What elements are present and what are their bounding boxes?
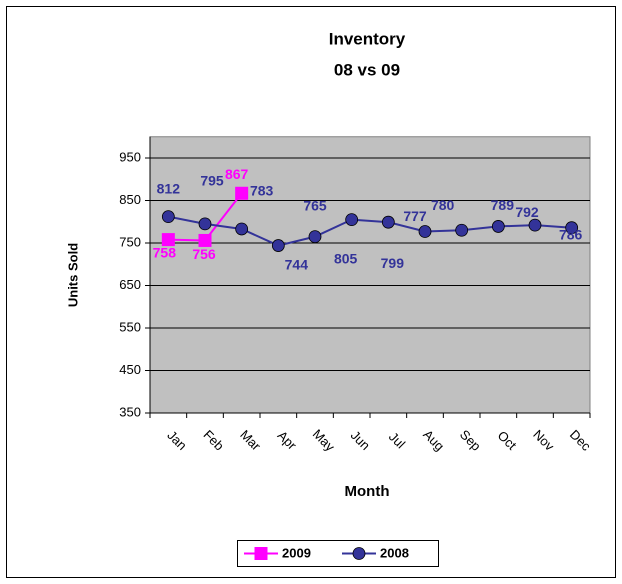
y-tick-label: 450 [119,362,141,377]
data-label: 758 [153,244,177,260]
y-axis-label: Units Sold [65,243,80,307]
point [271,239,285,252]
chart-title: Inventory [329,29,406,48]
y-tick-label: 750 [119,234,141,249]
point [565,221,579,235]
data-label: 867 [225,166,249,182]
point [198,217,212,231]
data-label: 756 [192,246,216,262]
point [161,233,175,247]
x-axis-label: Month [345,483,390,500]
point [455,223,469,237]
chart-subtitle: 08 vs 09 [334,60,400,79]
y-tick-label: 650 [119,277,141,292]
data-label: 786 [559,226,583,242]
y-tick-label: 950 [119,149,141,164]
point [381,215,395,229]
y-tick-label: 350 [119,404,141,419]
data-label: 783 [250,183,274,199]
point [161,210,175,224]
data-label: 805 [334,250,358,266]
point [528,218,542,232]
point [254,547,268,560]
point [418,225,432,238]
point [235,222,249,236]
point [345,213,359,227]
data-label: 789 [491,197,515,213]
data-label: 780 [431,197,455,213]
y-tick-label: 850 [119,192,141,207]
point [491,220,505,233]
data-label: 792 [515,204,539,220]
plot-area [149,136,591,414]
legend-label: 2009 [282,545,311,560]
data-label: 765 [303,197,327,213]
point [352,547,366,560]
data-label: 795 [200,173,224,189]
point [198,233,212,247]
y-tick-label: 550 [119,319,141,334]
data-label: 812 [157,180,181,196]
legend-label: 2008 [380,545,409,560]
data-label: 799 [381,255,405,271]
data-label: 777 [403,208,427,224]
point [235,186,249,200]
data-label: 744 [285,256,309,272]
point [308,230,322,244]
